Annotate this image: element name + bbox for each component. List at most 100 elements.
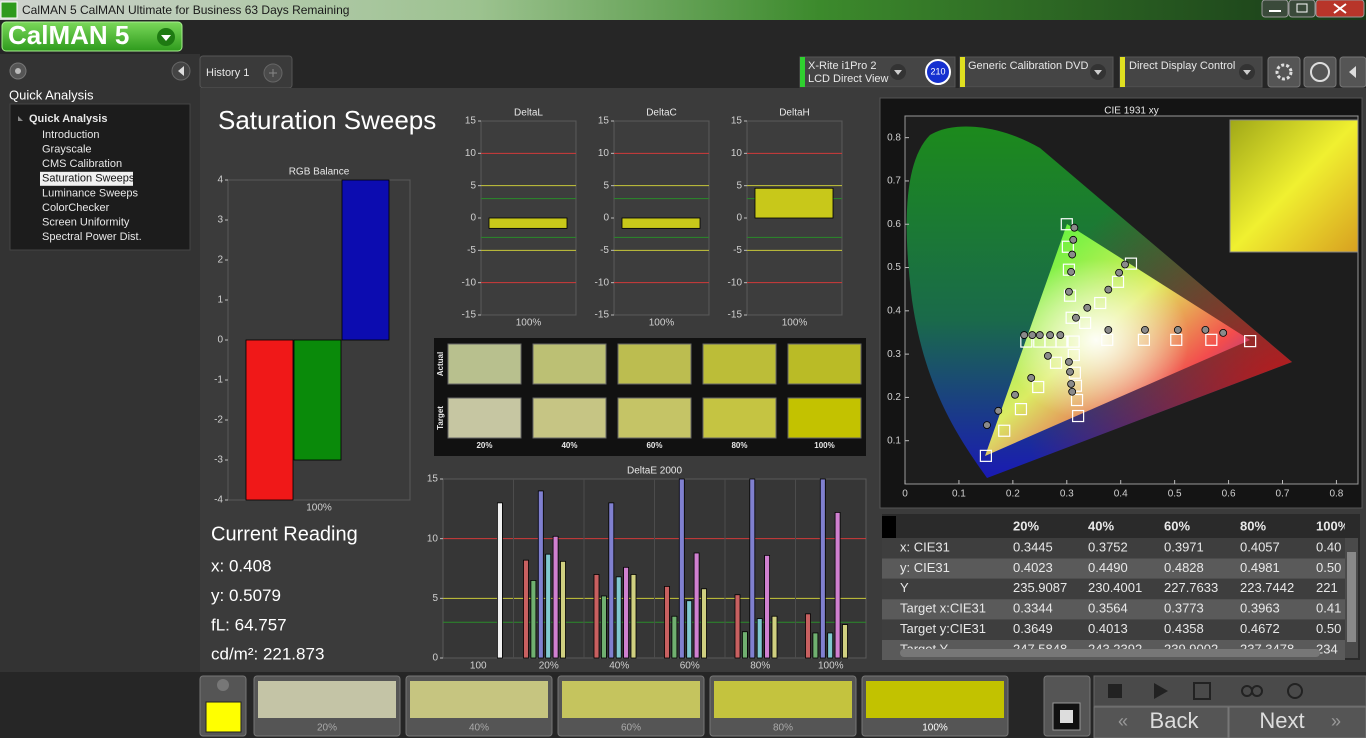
play-button[interactable] [1154,683,1168,699]
target-point [1014,403,1028,416]
page-title: Saturation Sweeps [218,105,436,135]
tree-item[interactable]: CMS Calibration [42,158,122,170]
logo-menu-arrow [161,35,171,41]
y-tick-label: 0 [470,213,476,224]
back-label: Back [1150,708,1200,733]
minimize-button[interactable] [1261,0,1289,18]
read-button[interactable] [1193,682,1211,700]
target-point [1205,333,1218,346]
y-tick-label: 1 [217,295,223,306]
table-cell: 0.4828 [1164,560,1204,575]
measured-point [1056,331,1065,339]
x-tick-label: 0.1 [952,489,966,500]
x-tick-label: 0.5 [1168,489,1182,500]
table-cell: 0.41 [1316,601,1341,616]
table-cell: 0.4672 [1240,621,1280,636]
y-tick-label: 10 [598,148,610,159]
table-cell: 0.50 [1316,621,1341,636]
settings-button[interactable] [1267,56,1301,88]
title-bar [0,0,1366,20]
maximize-button[interactable] [1288,0,1316,18]
patch-color [258,681,396,718]
tree-item[interactable]: Saturation Sweeps [42,173,135,185]
window-controls[interactable] [1261,0,1365,18]
back-button[interactable] [1093,706,1229,738]
tab[interactable]: History 1 [206,67,249,79]
x-tick-label: 0.8 [1329,489,1343,500]
table-cell: 0.4358 [1164,621,1204,636]
reading-line: cd/m²: 221.873 [211,645,324,664]
measured-point [1104,325,1113,334]
target-swatch [702,397,777,439]
tree-item[interactable]: ColorChecker [42,202,110,214]
bar [701,588,707,659]
table-body: 20% 40% 60% 80% 100% x: CIE31 0.3445 0.3752 0.39… [882,516,1345,660]
measured-point [1115,268,1123,277]
help-button[interactable] [1303,56,1337,88]
swatch-label: 80% [731,441,747,450]
reading-values: x: 0.408 y: 0.5079 fL: 64.757 cd/m²: 221.87… [211,556,324,663]
table-cell: 230.4001 [1088,580,1142,595]
target-swatch [447,397,522,439]
x-tick-label: 20% [539,661,559,672]
tree-item[interactable]: Luminance Sweeps [42,187,139,199]
x-tick-label: 100 [470,661,487,672]
logo-button[interactable] [1,21,183,52]
tree-item[interactable]: Spectral Power Dist. [42,231,142,243]
row-label: x: CIE31 [900,539,950,554]
display-box[interactable] [1119,56,1263,88]
y-tick-label: -15 [595,310,610,321]
y-tick-label: 5 [432,593,438,604]
table-corner [882,516,896,538]
bar [523,559,529,659]
window-title: CalMAN 5 CalMAN Ultimate for Business 63… [22,3,349,17]
bar [601,595,607,659]
bar [693,552,700,659]
collapse-arrow [178,66,184,76]
x-tick-label: 60% [680,661,700,672]
bar [293,339,342,461]
measured-point [1141,325,1149,334]
tree-item[interactable]: Screen Uniformity [42,217,130,229]
table-cell: 0.3752 [1088,539,1128,554]
bar [530,580,537,659]
refresh-button[interactable] [1287,683,1303,699]
app-icon [0,1,18,19]
stop-button[interactable] [1108,684,1122,698]
bar [686,600,693,659]
white-point-glow [985,224,1250,456]
y-tick-label: 0 [603,213,609,224]
y-tick-label: 15 [427,474,439,485]
tree-item[interactable]: Grayscale [42,144,92,156]
tree-root[interactable]: Quick Analysis [29,113,107,125]
scrollbar-thumb[interactable] [1347,552,1356,642]
table-cell: 0.4013 [1088,621,1128,636]
swatch-label: 100% [814,441,834,450]
loop-icon [1251,685,1263,697]
logo-text: CalMAN 5 [8,20,129,50]
source-name: Generic Calibration DVD [968,60,1088,72]
x-tick-label: 100% [516,318,542,329]
meter-badge-text: 210 [930,66,945,76]
add-tab-icon [269,69,277,77]
bar [812,632,819,659]
table-cell: 235.9087 [1013,580,1067,595]
target-point [979,449,992,462]
x-tick-label: 0.4 [1114,489,1128,500]
transport-bar [1093,675,1366,707]
table-cell: 0.3445 [1013,539,1053,554]
patch-color [866,681,1004,718]
next-button[interactable] [1228,706,1366,738]
y-tick-label: 0.2 [887,392,901,403]
table-cell: 0.4490 [1088,560,1128,575]
y-tick-label: -10 [595,277,610,288]
y-tick-label: -5 [467,245,476,256]
tree-item[interactable]: Introduction [42,129,99,141]
bar [749,478,756,659]
y-tick-label: -15 [728,310,743,321]
source-box[interactable] [959,56,1114,88]
h-scrollbar-thumb[interactable] [900,649,1320,657]
target-point [1137,333,1151,346]
measured-point [1067,267,1075,276]
